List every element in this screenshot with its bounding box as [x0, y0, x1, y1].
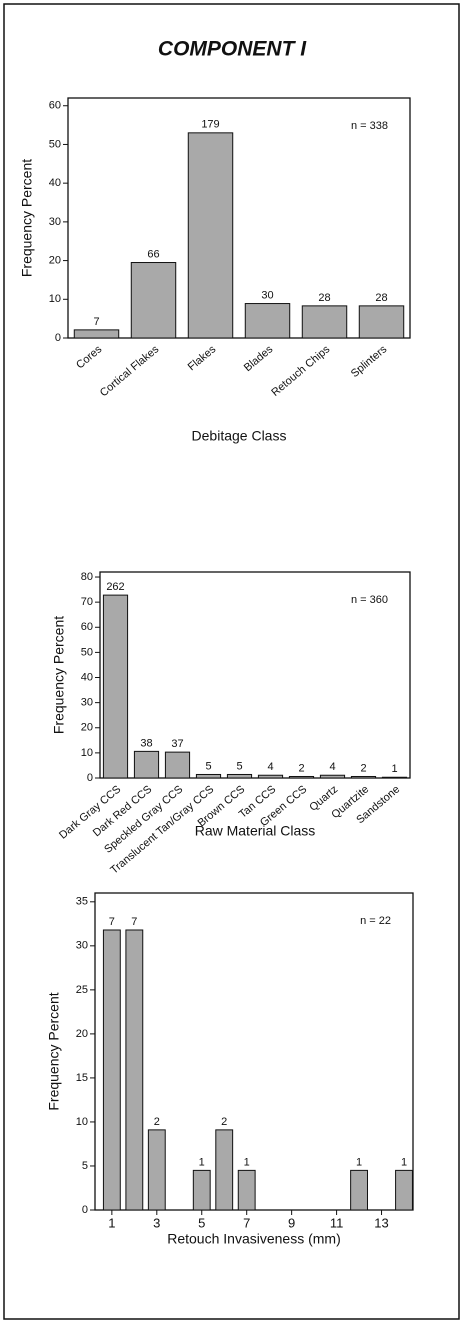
x-axis-title: Retouch Invasiveness (mm) [167, 1231, 341, 1247]
y-tick-label: 60 [81, 621, 93, 633]
bar [395, 1169, 413, 1211]
x-tick-label: Splinters [349, 343, 390, 380]
figure-title: COMPONENT I [158, 38, 307, 61]
y-tick-label: 40 [81, 671, 93, 683]
annotation: n = 22 [360, 915, 391, 927]
bar [164, 751, 191, 779]
count-label: 37 [171, 738, 183, 750]
bar [350, 775, 377, 779]
count-label: 7 [93, 316, 99, 328]
x-tick-label: Retouch Chips [269, 343, 332, 399]
bar [350, 1169, 368, 1211]
x-tick-label: 13 [374, 1215, 388, 1230]
y-tick-label: 0 [82, 1204, 88, 1216]
y-axis-title: Frequency Percent [19, 159, 35, 277]
bar [147, 1129, 166, 1211]
y-tick-label: 30 [49, 216, 61, 228]
bar [130, 262, 177, 339]
y-tick-label: 0 [87, 772, 93, 784]
count-label: 5 [236, 760, 242, 772]
count-label: 30 [261, 289, 273, 301]
count-label: 4 [267, 761, 273, 773]
count-label: 5 [205, 760, 211, 772]
plot-frame [67, 97, 411, 339]
count-label: 38 [140, 737, 152, 749]
annotation: n = 338 [351, 120, 388, 132]
bar [215, 1129, 234, 1211]
count-label: 28 [318, 292, 330, 304]
bar [187, 132, 234, 339]
x-tick-label: Cortical Flakes [98, 343, 162, 399]
y-tick-label: 20 [81, 722, 93, 734]
y-tick-label: 50 [49, 138, 61, 150]
y-tick-label: 35 [76, 896, 88, 908]
y-tick-label: 10 [81, 747, 93, 759]
count-label: 7 [109, 916, 115, 928]
count-label: 1 [391, 763, 397, 775]
count-label: 2 [360, 762, 366, 774]
bar [73, 329, 120, 339]
bar [301, 305, 348, 339]
count-label: 28 [375, 292, 387, 304]
count-label: 1 [401, 1156, 407, 1168]
count-label: 1 [244, 1156, 250, 1168]
x-axis-title: Raw Material Class [195, 823, 316, 839]
bar [319, 774, 346, 779]
x-tick-label: 9 [288, 1215, 295, 1230]
y-tick-label: 15 [76, 1072, 88, 1084]
count-label: 179 [201, 119, 219, 131]
bar [195, 773, 222, 779]
y-tick-label: 30 [76, 940, 88, 952]
bar [133, 750, 160, 779]
y-tick-label: 25 [76, 984, 88, 996]
x-tick-label: 3 [153, 1215, 160, 1230]
count-label: 1 [356, 1156, 362, 1168]
y-tick-label: 10 [76, 1116, 88, 1128]
y-tick-label: 80 [81, 571, 93, 583]
bar [244, 303, 291, 339]
bar [192, 1169, 211, 1211]
count-label: 262 [106, 581, 124, 593]
bar [358, 305, 405, 339]
x-tick-label: Flakes [186, 343, 219, 373]
annotation: n = 360 [351, 594, 388, 606]
y-axis-title: Frequency Percent [51, 616, 67, 734]
y-tick-label: 40 [49, 177, 61, 189]
figure-border [3, 3, 460, 1320]
count-label: 4 [329, 761, 335, 773]
bar [257, 774, 284, 779]
y-tick-label: 60 [49, 100, 61, 112]
y-tick-label: 30 [81, 697, 93, 709]
bar [125, 929, 144, 1211]
count-label: 7 [131, 916, 137, 928]
y-tick-label: 10 [49, 293, 61, 305]
y-tick-label: 20 [76, 1028, 88, 1040]
bar [102, 594, 129, 779]
plot-frame [99, 571, 411, 779]
bar [226, 773, 253, 779]
y-tick-label: 50 [81, 646, 93, 658]
count-label: 1 [199, 1156, 205, 1168]
x-tick-label: Blades [242, 343, 276, 374]
y-axis-title: Frequency Percent [46, 992, 62, 1110]
bar [237, 1169, 256, 1211]
y-tick-label: 0 [55, 332, 61, 344]
count-label: 2 [298, 762, 304, 774]
x-axis-title: Debitage Class [192, 428, 287, 444]
x-tick-label: 1 [108, 1215, 115, 1230]
bar [381, 776, 408, 779]
bar [288, 775, 315, 779]
x-tick-label: 5 [198, 1215, 205, 1230]
x-tick-label: 11 [330, 1215, 344, 1230]
count-label: 2 [221, 1116, 227, 1128]
y-tick-label: 5 [82, 1160, 88, 1172]
count-label: 2 [154, 1116, 160, 1128]
y-tick-label: 70 [81, 596, 93, 608]
y-tick-label: 20 [49, 254, 61, 266]
bar [102, 929, 121, 1211]
x-tick-label: Cores [74, 343, 105, 371]
count-label: 66 [147, 248, 159, 260]
x-tick-label: 7 [243, 1215, 250, 1230]
